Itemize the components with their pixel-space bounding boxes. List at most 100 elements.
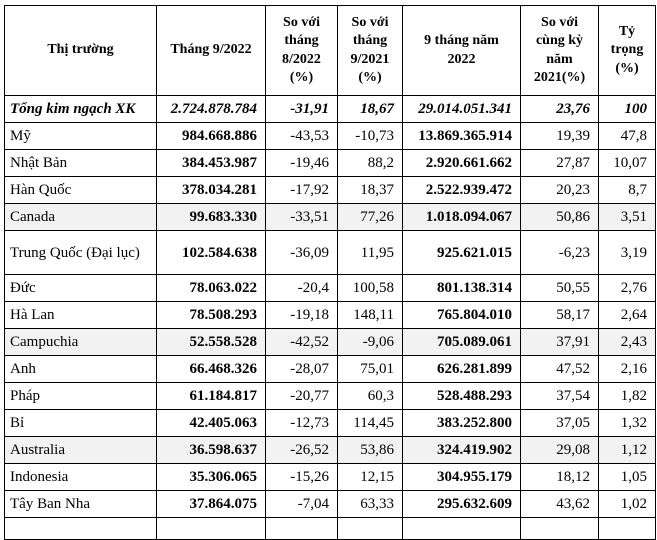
cell-vs_aug2022: -31,91 bbox=[265, 95, 338, 123]
table-row: Tây Ban Nha 37.864.075 -7,04 63,33 295.632.6… bbox=[4, 490, 656, 518]
cell-vs_aug2022: -19,18 bbox=[265, 301, 338, 329]
cell-vs_aug2022: -7,04 bbox=[265, 490, 338, 518]
cutoff-row bbox=[4, 517, 656, 540]
cell-market: Indonesia bbox=[4, 463, 157, 491]
cell-vs_sep2021: 11,95 bbox=[337, 230, 403, 275]
cell-vs_sep2021: 148,11 bbox=[337, 301, 403, 329]
cell-nine_months_2022: 705.089.061 bbox=[402, 328, 521, 356]
column-header-vs_aug2022: So với tháng 8/2022 (%) bbox=[265, 5, 338, 96]
cell-market: Australia bbox=[4, 436, 157, 464]
cell-vs_aug2022: -15,26 bbox=[265, 463, 338, 491]
cell-sep2022: 78.063.022 bbox=[156, 274, 266, 302]
cell-vs_sep2021: 88,2 bbox=[337, 149, 403, 177]
table-body: Tổng kim ngạch XK 2.724.878.784 -31,91 18,6… bbox=[4, 95, 656, 540]
cell-share-cutoff bbox=[598, 517, 656, 540]
cell-vs_sep2021: 60,3 bbox=[337, 382, 403, 410]
cell-vs_aug2022: -26,52 bbox=[265, 436, 338, 464]
cell-market: Campuchia bbox=[4, 328, 157, 356]
table-row: Bỉ 42.405.063 -12,73 114,45 383.252.800 37,05… bbox=[4, 409, 656, 437]
column-header-vs_sep2021: So với tháng 9/2021 (%) bbox=[337, 5, 403, 96]
cell-vs_same_period_2021-cutoff bbox=[520, 517, 599, 540]
cell-market: Canada bbox=[4, 203, 157, 231]
cell-vs_sep2021: 114,45 bbox=[337, 409, 403, 437]
cell-vs_sep2021: 18,67 bbox=[337, 95, 403, 123]
cell-share: 2,64 bbox=[598, 301, 656, 329]
cell-sep2022: 378.034.281 bbox=[156, 176, 266, 204]
column-header-sep2022: Tháng 9/2022 bbox=[156, 5, 266, 96]
cell-vs_aug2022: -19,46 bbox=[265, 149, 338, 177]
cell-market: Pháp bbox=[4, 382, 157, 410]
cell-vs_same_period_2021: 18,12 bbox=[520, 463, 599, 491]
table-row: Anh 66.468.326 -28,07 75,01 626.281.899 47,52… bbox=[4, 355, 656, 383]
table-row: Australia 36.598.637 -26,52 53,86 324.419.90… bbox=[4, 436, 656, 464]
cell-market: Nhật Bản bbox=[4, 149, 157, 177]
cell-vs_same_period_2021: 50,55 bbox=[520, 274, 599, 302]
cell-nine_months_2022: 1.018.094.067 bbox=[402, 203, 521, 231]
cell-sep2022: 2.724.878.784 bbox=[156, 95, 266, 123]
total-row: Tổng kim ngạch XK 2.724.878.784 -31,91 18,6… bbox=[4, 95, 656, 123]
cell-nine_months_2022: 2.920.661.662 bbox=[402, 149, 521, 177]
cell-share: 3,51 bbox=[598, 203, 656, 231]
cell-nine_months_2022: 925.621.015 bbox=[402, 230, 521, 275]
cell-share: 8,7 bbox=[598, 176, 656, 204]
cell-vs_same_period_2021: 29,08 bbox=[520, 436, 599, 464]
cell-share: 47,8 bbox=[598, 122, 656, 150]
cell-nine_months_2022: 2.522.939.472 bbox=[402, 176, 521, 204]
cell-sep2022: 37.864.075 bbox=[156, 490, 266, 518]
cell-sep2022: 36.598.637 bbox=[156, 436, 266, 464]
cell-market: Tổng kim ngạch XK bbox=[4, 95, 157, 123]
cell-nine_months_2022: 626.281.899 bbox=[402, 355, 521, 383]
column-header-nine_months_2022: 9 tháng năm 2022 bbox=[402, 5, 521, 96]
cell-nine_months_2022: 383.252.800 bbox=[402, 409, 521, 437]
cell-share: 3,19 bbox=[598, 230, 656, 275]
cell-nine_months_2022: 801.138.314 bbox=[402, 274, 521, 302]
cell-share: 1,05 bbox=[598, 463, 656, 491]
cell-vs_aug2022: -36,09 bbox=[265, 230, 338, 275]
table-row: Trung Quốc (Đại lục) 102.584.638 -36,09 11,… bbox=[4, 230, 656, 275]
cell-vs_aug2022: -20,4 bbox=[265, 274, 338, 302]
cell-vs_sep2021: 18,37 bbox=[337, 176, 403, 204]
cell-vs_same_period_2021: 58,17 bbox=[520, 301, 599, 329]
cell-vs_same_period_2021: 37,54 bbox=[520, 382, 599, 410]
cell-market: Anh bbox=[4, 355, 157, 383]
table-row: Hà Lan 78.508.293 -19,18 148,11 765.804.010 5… bbox=[4, 301, 656, 329]
cell-vs_aug2022: -17,92 bbox=[265, 176, 338, 204]
table-row: Pháp 61.184.817 -20,77 60,3 528.488.293 37,54… bbox=[4, 382, 656, 410]
cell-nine_months_2022: 528.488.293 bbox=[402, 382, 521, 410]
cell-vs_sep2021-cutoff bbox=[337, 517, 403, 540]
cell-vs_aug2022: -20,77 bbox=[265, 382, 338, 410]
cell-vs_sep2021: 53,86 bbox=[337, 436, 403, 464]
cell-market: Bỉ bbox=[4, 409, 157, 437]
cell-vs_aug2022: -42,52 bbox=[265, 328, 338, 356]
cell-share: 1,12 bbox=[598, 436, 656, 464]
cell-share: 10,07 bbox=[598, 149, 656, 177]
cell-market: Mỹ bbox=[4, 122, 157, 150]
cell-sep2022: 35.306.065 bbox=[156, 463, 266, 491]
cell-share: 1,32 bbox=[598, 409, 656, 437]
column-header-share: Tỷ trọng (%) bbox=[598, 5, 656, 96]
cell-market-cutoff bbox=[4, 517, 157, 540]
cell-nine_months_2022: 29.014.051.341 bbox=[402, 95, 521, 123]
cell-share: 100 bbox=[598, 95, 656, 123]
cell-vs_sep2021: 12,15 bbox=[337, 463, 403, 491]
cell-vs_same_period_2021: 47,52 bbox=[520, 355, 599, 383]
cell-sep2022: 99.683.330 bbox=[156, 203, 266, 231]
cell-vs_same_period_2021: 50,86 bbox=[520, 203, 599, 231]
cell-vs_aug2022: -33,51 bbox=[265, 203, 338, 231]
cell-vs_sep2021: -9,06 bbox=[337, 328, 403, 356]
cell-vs_sep2021: -10,73 bbox=[337, 122, 403, 150]
cell-share: 1,82 bbox=[598, 382, 656, 410]
cell-sep2022-cutoff bbox=[156, 517, 266, 540]
export-turnover-by-market-table: Thị trường Tháng 9/2022 So với tháng 8/202… bbox=[4, 5, 656, 540]
cell-vs_same_period_2021: 19,39 bbox=[520, 122, 599, 150]
table-row: Đức 78.063.022 -20,4 100,58 801.138.314 50,55… bbox=[4, 274, 656, 302]
cell-vs_aug2022-cutoff bbox=[265, 517, 338, 540]
column-header-vs_same_period_2021: So với cùng kỳ năm 2021(%) bbox=[520, 5, 599, 96]
cell-market: Đức bbox=[4, 274, 157, 302]
cell-share: 1,02 bbox=[598, 490, 656, 518]
cell-share: 2,76 bbox=[598, 274, 656, 302]
cell-vs_same_period_2021: 37,91 bbox=[520, 328, 599, 356]
table-row: Campuchia 52.558.528 -42,52 -9,06 705.089.06… bbox=[4, 328, 656, 356]
column-header-market: Thị trường bbox=[4, 5, 157, 96]
table-row: Indonesia 35.306.065 -15,26 12,15 304.955.17… bbox=[4, 463, 656, 491]
